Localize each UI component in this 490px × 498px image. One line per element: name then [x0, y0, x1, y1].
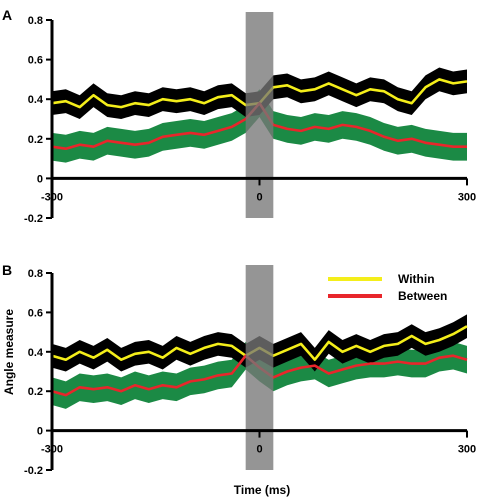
panel-a: A -0.2 0 0.2 0.4 0.6 0.8 -300 0 300	[2, 7, 476, 225]
panel-b-onset-window	[245, 265, 274, 470]
panel-b-label: B	[2, 262, 12, 278]
y-tick-label: 0.6	[28, 307, 43, 319]
y-tick-label: -0.2	[24, 465, 43, 477]
y-tick-label: 0	[37, 173, 43, 185]
panel-a-axes: -0.2 0 0.2 0.4 0.6 0.8 -300 0 300	[24, 15, 476, 225]
y-tick-label: 0.4	[28, 347, 44, 359]
y-tick-label: 0.8	[28, 268, 43, 280]
x-tick-label: -300	[41, 444, 63, 456]
y-tick-label: 0.6	[28, 55, 43, 67]
y-tick-label: 0.2	[28, 134, 43, 146]
y-tick-label: 0.2	[28, 386, 43, 398]
y-tick-label: 0.8	[28, 15, 43, 27]
y-axis-title: Angle measure	[2, 309, 16, 395]
x-tick-label: 300	[458, 444, 476, 456]
x-tick-label: -300	[41, 191, 63, 203]
y-tick-label: 0.4	[28, 94, 44, 106]
series-1-confidence-band	[52, 89, 467, 163]
panel-a-label: A	[2, 7, 12, 23]
panel-b-axes: -0.2 0 0.2 0.4 0.6 0.8 -300 0 300	[24, 268, 476, 477]
legend: Within Between	[328, 272, 447, 303]
panel-a-onset-window	[245, 12, 274, 218]
legend-within-label: Within	[398, 272, 435, 286]
y-tick-label: -0.2	[24, 213, 43, 225]
x-tick-label: 0	[256, 191, 262, 203]
y-tick-label: 0	[37, 426, 43, 438]
panel-b: B -0.2 0 0.2 0.4 0.6 0.8 -300 0 300 Within Betwe…	[2, 262, 476, 497]
x-tick-label: 0	[256, 444, 262, 456]
x-axis-title: Time (ms)	[234, 483, 290, 497]
x-tick-label: 300	[458, 191, 476, 203]
legend-between-label: Between	[398, 289, 447, 303]
